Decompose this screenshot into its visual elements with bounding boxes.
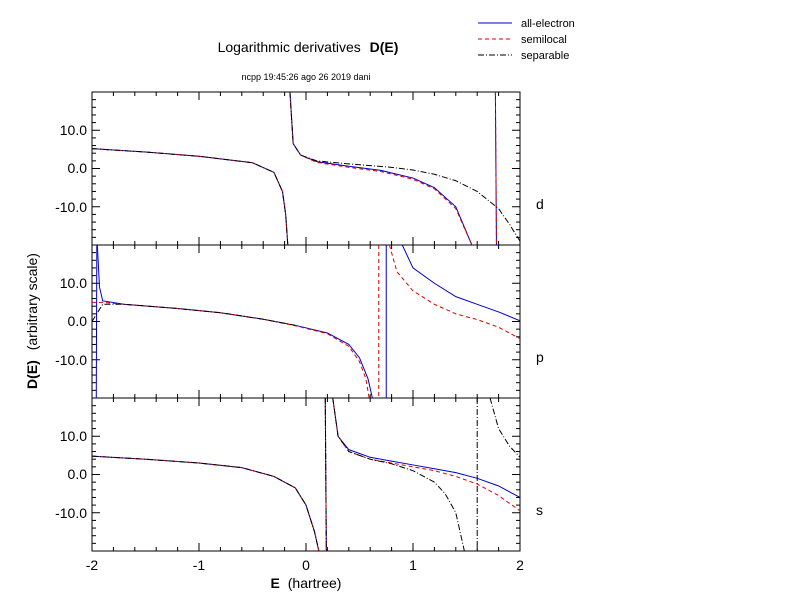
panel-p-frame: [91, 244, 521, 399]
series-line-semilocal: [289, 92, 473, 245]
series-line-all-electron: [95, 245, 98, 398]
series-line-semilocal: [92, 301, 370, 398]
panel-d-frame: [91, 91, 521, 246]
series-line-separable: [324, 398, 327, 551]
series-line-semilocal: [324, 398, 327, 551]
legend: all-electron semilocal separable: [478, 18, 575, 62]
series-line-separable: [92, 455, 320, 551]
series-line-all-electron: [332, 398, 520, 498]
x-axis-label-unit: (hartree): [288, 575, 342, 591]
series-line-semilocal: [388, 245, 520, 340]
chart-title: Logarithmic derivatives D(E): [218, 39, 399, 55]
legend-label-separable: separable: [521, 50, 569, 62]
y-tick-label: 0.0: [68, 160, 88, 176]
chart-title-main: Logarithmic derivatives: [218, 39, 361, 55]
series-line-all-electron: [401, 245, 520, 322]
chart-title-bold: D(E): [370, 39, 399, 55]
y-tick-label: -10.0: [55, 505, 87, 521]
series-line-separable: [92, 303, 296, 326]
series-line-semilocal: [494, 92, 497, 245]
series-line-all-electron: [92, 455, 320, 551]
y-tick-label: 0.0: [68, 313, 88, 329]
x-tick-label: 0: [302, 557, 310, 573]
y-tick-label: 10.0: [60, 122, 87, 138]
legend-label-all-electron: all-electron: [521, 18, 575, 30]
panel-label-d: d: [536, 196, 544, 212]
series-line-all-electron: [289, 92, 473, 245]
y-tick-label: 10.0: [60, 428, 87, 444]
series-line-separable: [332, 398, 465, 551]
panel-p-curves: [92, 245, 520, 398]
series-line-separable: [289, 92, 520, 242]
y-axis-label-bold: D(E): [24, 360, 40, 389]
panel-label-s: s: [536, 502, 543, 518]
x-tick-labels: -2 -1 0 1 2: [86, 557, 524, 573]
series-line-separable: [489, 398, 520, 458]
y-tick-label: -10.0: [55, 199, 87, 215]
panel-d-curves: [92, 92, 520, 245]
x-axis-label: E (hartree): [271, 575, 342, 591]
series-line-semilocal: [332, 398, 520, 512]
series-line-semilocal: [92, 148, 289, 245]
y-tick-labels: 10.0 0.0 -10.0 10.0 0.0 -10.0 10.0 0.0 -…: [55, 122, 87, 521]
series-line-all-electron: [96, 245, 373, 398]
x-tick-label: -1: [193, 557, 206, 573]
chart-subtitle: ncpp 19:45:26 ago 26 2019 dani: [241, 72, 370, 82]
panel-s-curves: [92, 398, 520, 551]
legend-label-semilocal: semilocal: [521, 34, 567, 46]
y-axis-label-rest: (arbitrary scale): [24, 253, 40, 350]
panel-s-frame: [91, 397, 521, 552]
series-line-all-electron: [92, 148, 289, 245]
x-tick-label: -2: [86, 557, 99, 573]
curves: [92, 92, 520, 551]
series-line-semilocal: [92, 455, 320, 551]
y-axis-label: D(E) (arbitrary scale): [24, 253, 40, 389]
y-tick-label: 10.0: [60, 275, 87, 291]
x-tick-label: 1: [409, 557, 417, 573]
panel-label-p: p: [536, 349, 544, 365]
series-line-separable: [92, 148, 289, 245]
x-tick-label: 2: [516, 557, 524, 573]
axis-ticks: [91, 91, 521, 552]
y-tick-label: -10.0: [55, 352, 87, 368]
y-tick-label: 0.0: [68, 466, 88, 482]
x-axis-label-bold: E: [271, 575, 280, 591]
